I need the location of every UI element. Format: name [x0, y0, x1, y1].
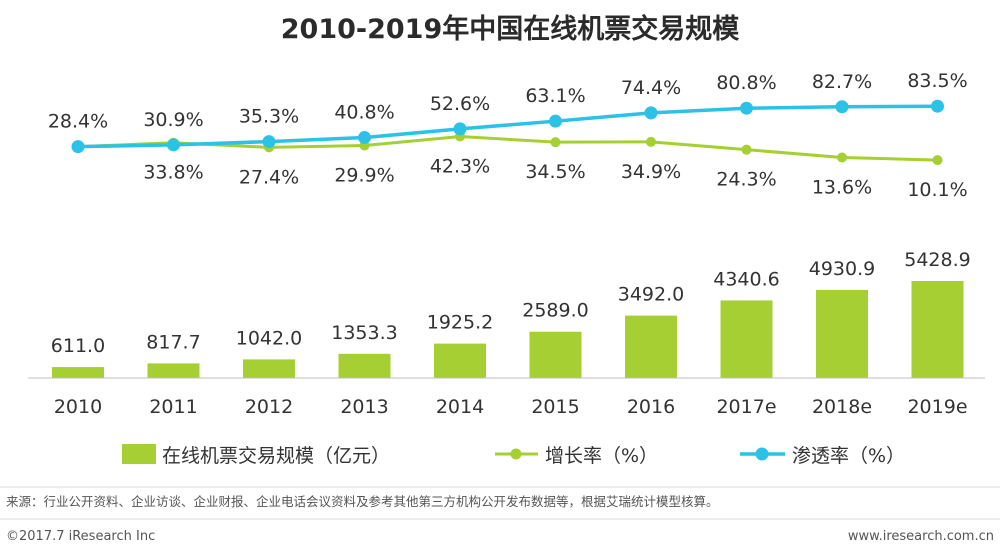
penetration-rate-label: 40.8% — [334, 102, 394, 124]
x-tick-label: 2018e — [812, 396, 872, 418]
bar-value-label: 3492.0 — [618, 284, 684, 306]
penetration-rate-point — [262, 135, 276, 149]
x-tick-label: 2016 — [627, 396, 675, 418]
x-tick-label: 2010 — [54, 396, 102, 418]
penetration-rate-point — [358, 131, 371, 145]
lines-layer: 33.8% 27.4% 29.9% 42.3% 34.5% 34.9% 24.3% 13.6%… — [48, 70, 968, 201]
legend-penetration-label: 渗透率（%） — [792, 445, 905, 467]
growth-rate-label: 29.9% — [334, 165, 394, 187]
bar-value-label: 1042.0 — [236, 327, 302, 349]
bar — [816, 289, 868, 378]
penetration-rate-point — [453, 122, 467, 136]
copyright: ©2017.7 iResearch Inc — [6, 529, 155, 544]
bar-value-label: 5428.9 — [904, 249, 970, 271]
penetration-rate-point — [167, 138, 180, 152]
legend-growth-marker — [510, 448, 522, 460]
bar — [720, 300, 773, 378]
penetration-rate-label: 80.8% — [716, 72, 776, 94]
legend-penetration-marker — [755, 447, 769, 461]
growth-rate-label: 27.4% — [239, 166, 299, 188]
growth-rate-label: 34.5% — [525, 161, 585, 183]
growth-rate-label: 13.6% — [812, 177, 872, 199]
growth-rate-label: 33.8% — [143, 162, 203, 184]
penetration-rate-line — [77, 104, 938, 149]
penetration-rate-label: 82.7% — [812, 71, 872, 93]
bars-layer: 611.0 817.7 1042.0 1353.3 1925.2 2589.0 3492.0… — [51, 249, 971, 378]
legend-growth-label: 增长率（%） — [545, 445, 658, 467]
bar-value-label: 1925.2 — [427, 312, 493, 334]
chart-title: 2010-2019年中国在线机票交易规模 — [281, 13, 740, 45]
penetration-rate-point — [644, 106, 658, 120]
x-tick-label: 2011 — [149, 396, 197, 418]
growth-rate-point — [932, 155, 943, 166]
x-ticks: 2010 2011 2012 2013 2014 2015 2016 2017e 2018e 20… — [54, 396, 968, 418]
penetration-rate-label: 35.3% — [239, 106, 299, 128]
bar — [147, 363, 200, 378]
bar — [243, 359, 295, 378]
bar — [434, 343, 486, 378]
x-tick-label: 2017e — [716, 396, 776, 418]
bar — [911, 281, 964, 378]
penetration-rate-label: 28.4% — [48, 111, 108, 133]
penetration-rate-label: 74.4% — [621, 77, 681, 99]
source-note: 来源：行业公开资料、企业访谈、企业财报、企业电话会议资料及参考其他第三方机构公开… — [6, 494, 719, 509]
bar — [625, 315, 677, 378]
bar — [52, 367, 104, 378]
bar — [529, 331, 582, 378]
x-tick-label: 2015 — [531, 396, 579, 418]
legend: 在线机票交易规模（亿元） 增长率（%） 渗透率（%） — [122, 444, 905, 467]
growth-rate-point — [741, 144, 752, 155]
growth-rate-point — [646, 136, 656, 147]
bar-value-label: 1353.3 — [331, 322, 397, 344]
penetration-rate-label: 83.5% — [907, 70, 967, 92]
x-tick-label: 2013 — [340, 396, 388, 418]
penetration-rate-label: 63.1% — [525, 85, 585, 107]
x-tick-label: 2014 — [436, 396, 484, 418]
penetration-rate-point — [71, 140, 85, 154]
bar-value-label: 4340.6 — [713, 268, 779, 290]
penetration-rate-point — [931, 99, 944, 113]
penetration-rate-label: 52.6% — [430, 93, 490, 115]
bar-value-label: 817.7 — [146, 331, 200, 353]
x-tick-label: 2019e — [907, 396, 967, 418]
growth-rate-point — [837, 152, 847, 163]
legend-bar-swatch — [122, 444, 156, 464]
growth-rate-line — [77, 134, 938, 162]
penetration-rate-point — [835, 100, 849, 114]
website: www.iresearch.com.cn — [848, 529, 994, 544]
legend-bar-label: 在线机票交易规模（亿元） — [162, 445, 390, 467]
growth-rate-point — [550, 137, 561, 148]
penetration-rate-point — [740, 101, 753, 115]
bar-value-label: 611.0 — [51, 335, 105, 357]
growth-rate-label: 24.3% — [716, 169, 776, 191]
penetration-rate-point — [549, 114, 562, 128]
bar-value-label: 4930.9 — [809, 258, 875, 280]
x-tick-label: 2012 — [245, 396, 293, 418]
bar — [338, 353, 391, 378]
growth-rate-label: 34.9% — [621, 161, 681, 183]
growth-rate-label: 42.3% — [430, 155, 490, 177]
bar-value-label: 2589.0 — [522, 300, 588, 322]
growth-rate-label: 10.1% — [907, 179, 967, 201]
penetration-rate-label: 30.9% — [143, 109, 203, 131]
